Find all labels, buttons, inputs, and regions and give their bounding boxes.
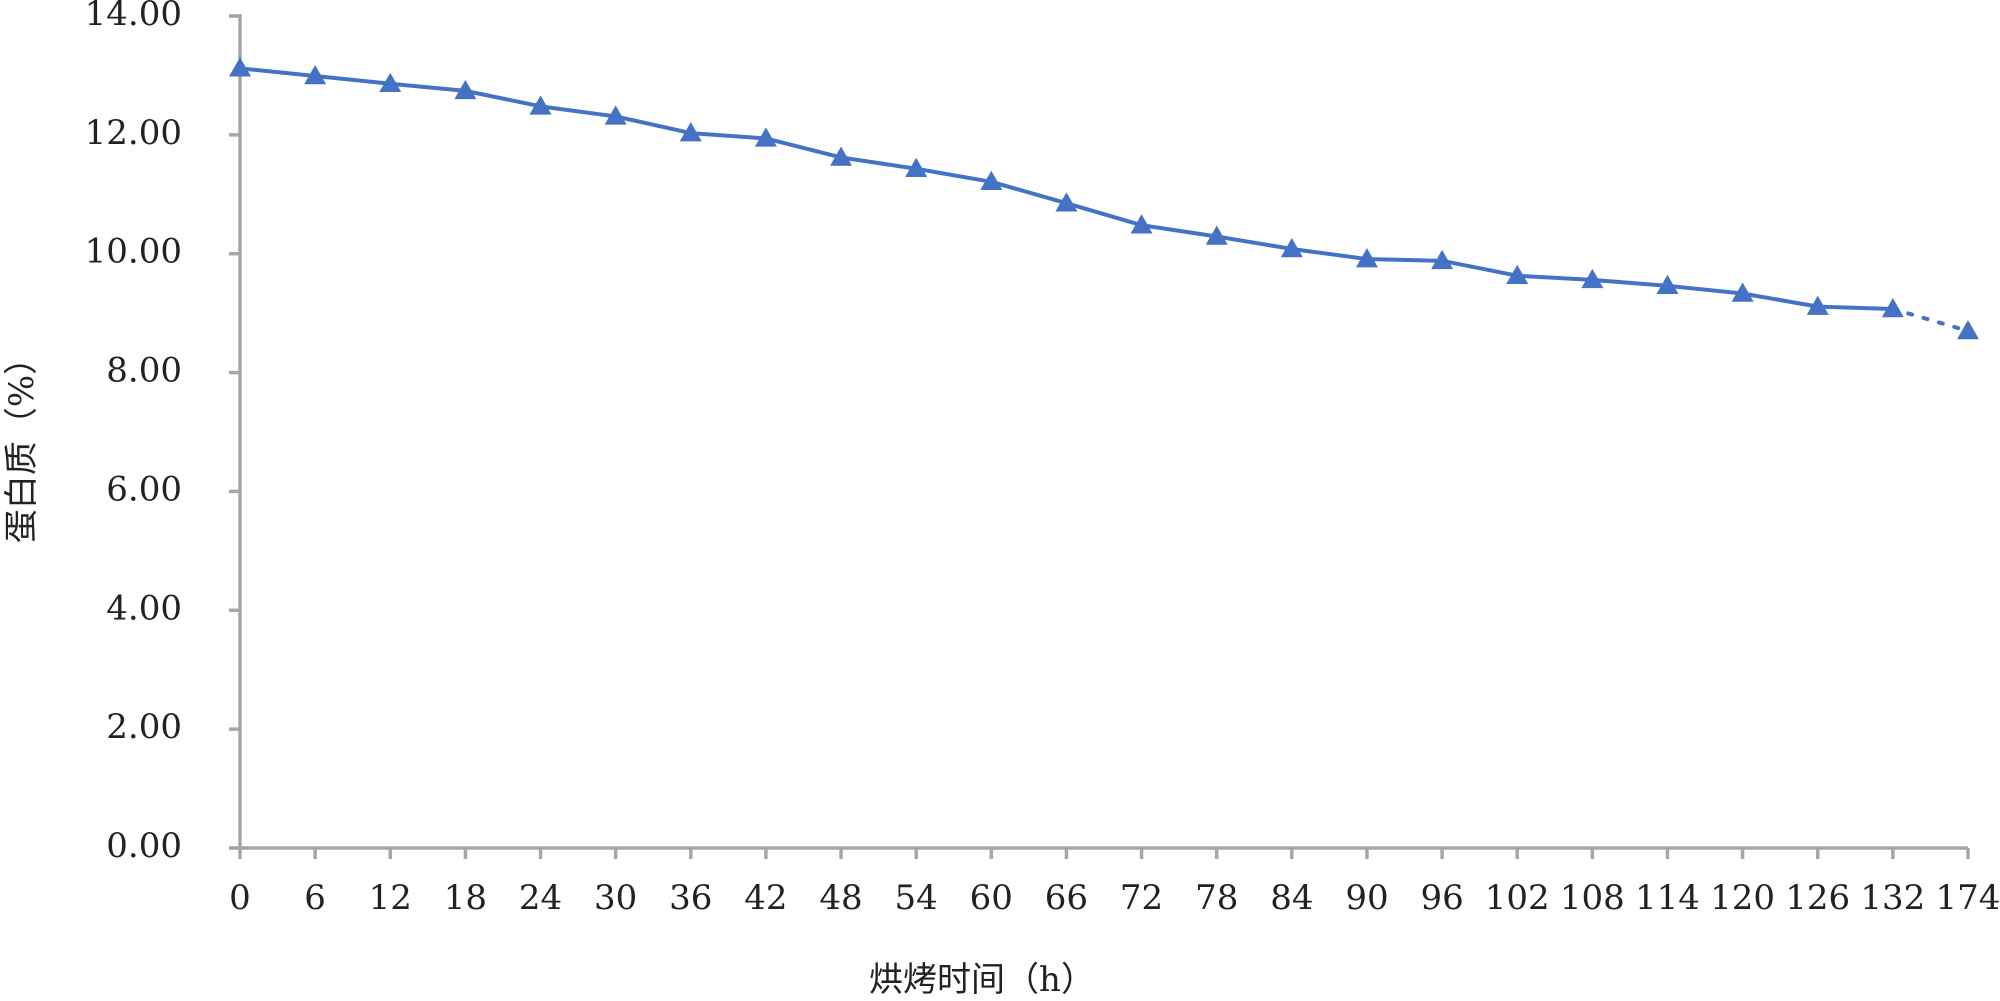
x-tick-label: 42	[744, 878, 787, 918]
marker	[905, 157, 928, 177]
marker	[1431, 249, 1454, 270]
marker	[229, 57, 251, 77]
x-tick-label: 78	[1195, 878, 1238, 918]
y-tick-label: 10.00	[85, 232, 182, 272]
x-tick-label: 108	[1560, 878, 1625, 918]
marker	[604, 105, 627, 125]
line	[239, 66, 1893, 311]
x-tick-label: 24	[519, 878, 562, 918]
marker	[1280, 237, 1303, 258]
x-tick-label: 174	[1936, 878, 2000, 918]
x-tick-label: 66	[1045, 878, 1088, 918]
x-tick-label: 18	[444, 878, 487, 918]
y-tick-label: 2.00	[106, 707, 182, 747]
x-tick-label: 96	[1420, 878, 1463, 918]
marker	[1881, 297, 1904, 318]
x-tick-label: 12	[369, 878, 412, 918]
y-tick-label: 0.00	[106, 826, 182, 866]
dashed-line	[1890, 306, 1970, 333]
marker	[754, 127, 777, 147]
marker	[1055, 192, 1078, 212]
marker	[980, 170, 1003, 191]
x-axis-label: 烘烤时间（h）	[869, 960, 1095, 1000]
marker	[1581, 268, 1604, 289]
x-tick-label: 132	[1860, 878, 1925, 918]
marker	[679, 122, 702, 142]
x-tick-label: 126	[1785, 878, 1850, 918]
marker	[1731, 282, 1754, 302]
y-axis-label: 蛋白质（%）	[2, 341, 42, 543]
y-tick-label: 8.00	[106, 351, 182, 391]
y-tick-label: 12.00	[85, 113, 182, 153]
x-tick-label: 60	[970, 878, 1013, 918]
y-tick-label: 6.00	[106, 469, 182, 509]
marker	[379, 72, 402, 92]
marker	[1957, 319, 1979, 340]
x-tick-label: 36	[669, 878, 712, 918]
x-tick-label: 90	[1345, 878, 1388, 918]
x-tick-label: 30	[594, 878, 637, 918]
marker	[830, 146, 853, 166]
x-tick-label: 114	[1635, 878, 1700, 918]
y-tick-label: 4.00	[106, 588, 182, 628]
x-tick-label: 48	[819, 878, 862, 918]
x-tick-label: 0	[229, 878, 251, 918]
marker	[304, 65, 327, 85]
x-tick-label: 72	[1120, 878, 1163, 918]
x-tick-label: 6	[304, 878, 326, 918]
x-tick-label: 54	[895, 878, 938, 918]
marker	[1506, 264, 1529, 284]
x-tick-label: 120	[1710, 878, 1775, 918]
marker	[454, 79, 477, 100]
marker	[1656, 274, 1679, 295]
marker	[1205, 225, 1228, 245]
marker	[1355, 248, 1378, 268]
x-tick-label: 84	[1270, 878, 1313, 918]
marker	[529, 95, 552, 115]
marker	[1806, 295, 1829, 315]
y-tick-label: 14.00	[85, 0, 182, 34]
marker	[1130, 214, 1153, 234]
x-tick-label: 102	[1485, 878, 1550, 918]
